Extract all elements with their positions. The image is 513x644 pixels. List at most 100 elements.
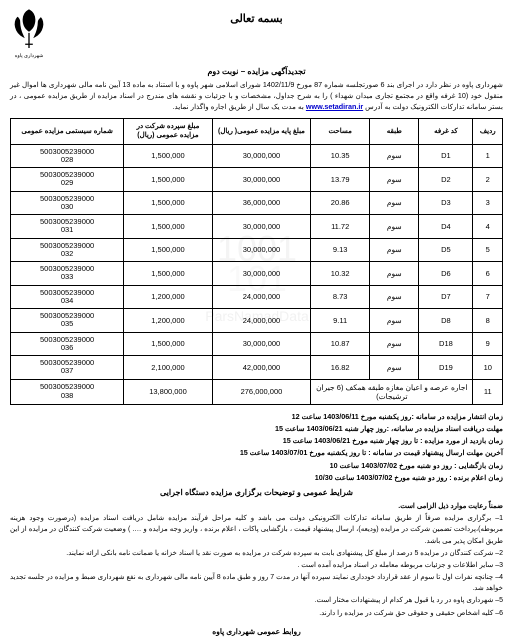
cell-sys: 5003005239000033 — [11, 262, 124, 286]
cell-base: 30,000,000 — [212, 262, 310, 286]
cell-sys: 5003005239000035 — [11, 309, 124, 333]
table-row: 9D18سوم10.8730,000,0001,500,000500300523… — [11, 332, 503, 356]
cell-floor: سوم — [370, 309, 419, 333]
cell-floor: سوم — [370, 285, 419, 309]
cell-code: D18 — [419, 332, 473, 356]
th-deposit: مبلغ سپرده شرکت در مزایده عمومی (ریال) — [124, 119, 213, 144]
condition-item: 3– سایر اطلاعات و جزئیات مربوطه معامله د… — [10, 560, 503, 571]
cell-n: 11 — [473, 379, 503, 404]
cell-n: 10 — [473, 356, 503, 380]
condition-item: 6– کلیه اشخاص حقیقی و حقوقی حق شرکت در م… — [10, 608, 503, 619]
cell-dep: 2,100,000 — [124, 356, 213, 380]
table-row: 5D5سوم9.1330,000,0001,500,00050030052390… — [11, 238, 503, 262]
cell-area: 8.73 — [311, 285, 370, 309]
cell-base: 30,000,000 — [212, 215, 310, 239]
logo-caption: شهرداری پاوه — [10, 53, 48, 59]
cell-floor: سوم — [370, 262, 419, 286]
table-row: 4D4سوم11.7230,000,0001,500,0005003005239… — [11, 215, 503, 239]
table-row: 8D8سوم9.1124,000,0001,200,00050030052390… — [11, 309, 503, 333]
timeline-line: مهلت دریافت اسناد مزایده در سامانه، :روز… — [10, 423, 503, 435]
cell-area: 16.82 — [311, 356, 370, 380]
cell-sys: 5003005239000037 — [11, 356, 124, 380]
timeline-block: زمان انتشار مزایده در سامانه :روز یکشنبه… — [10, 411, 503, 484]
cell-dep: 1,200,000 — [124, 309, 213, 333]
cell-floor: سوم — [370, 238, 419, 262]
cell-base: 30,000,000 — [212, 144, 310, 168]
cell-base: 276,000,000 — [212, 379, 310, 404]
cell-code: D7 — [419, 285, 473, 309]
condition-item: 5– شهرداری پاوه در رد یا قبول هر کدام از… — [10, 595, 503, 606]
cell-dep: 1,500,000 — [124, 168, 213, 192]
cell-dep: 1,500,000 — [124, 191, 213, 215]
cell-sys: 5003005239000029 — [11, 168, 124, 192]
table-row: 7D7سوم8.7324,000,0001,200,00050030052390… — [11, 285, 503, 309]
table-row: 1D1سوم10.3530,000,0001,500,0005003005239… — [11, 144, 503, 168]
condition-item: 2– شرکت کنندگان در مزایده 5 درصد از مبلغ… — [10, 548, 503, 559]
th-area: مساحت — [311, 119, 370, 144]
cell-base: 30,000,000 — [212, 332, 310, 356]
cell-dep: 1,500,000 — [124, 144, 213, 168]
cell-code: D3 — [419, 191, 473, 215]
cell-area: 13.79 — [311, 168, 370, 192]
cell-floor: سوم — [370, 144, 419, 168]
cell-code: D5 — [419, 238, 473, 262]
cell-floor: سوم — [370, 191, 419, 215]
table-row: 3D3سوم20.8636,000,0001,500,0005003005239… — [11, 191, 503, 215]
document-content: بسمه تعالی شهرداری پاوه تجدیدآگهی مزایده… — [0, 0, 513, 644]
cell-n: 1 — [473, 144, 503, 168]
cell-dep: 13,800,000 — [124, 379, 213, 404]
cell-code: D6 — [419, 262, 473, 286]
intro-paragraph: شهرداری پاوه در نظر دارد در اجرای بند 6 … — [10, 80, 503, 112]
cell-sys: 5003005239000028 — [11, 144, 124, 168]
cell-code: D2 — [419, 168, 473, 192]
cell-n: 3 — [473, 191, 503, 215]
cell-n: 9 — [473, 332, 503, 356]
table-row: 6D6سوم10.3230,000,0001,500,0005003005239… — [11, 262, 503, 286]
footer: روابط عمومی شهرداری پاوه — [10, 627, 503, 636]
cell-sys: 5003005239000031 — [11, 215, 124, 239]
cell-dep: 1,500,000 — [124, 215, 213, 239]
header-row: بسمه تعالی شهرداری پاوه — [10, 8, 503, 59]
timeline-line: آخرین مهلت ارسال پیشنهاد قیمت در سامانه … — [10, 447, 503, 459]
condition-item: 4– چنانچه نفرات اول تا سوم از عقد قراردا… — [10, 572, 503, 594]
cell-floor: سوم — [370, 168, 419, 192]
cell-n: 8 — [473, 309, 503, 333]
th-row: ردیف — [473, 119, 503, 144]
table-header-row: ردیف کد غرفه طبقه مساحت مبلغ پایه مزایده… — [11, 119, 503, 144]
cell-base: 24,000,000 — [212, 309, 310, 333]
timeline-line: زمان بازگشایی : روز دو شنبه مورخ 1403/07… — [10, 460, 503, 472]
cell-base: 30,000,000 — [212, 168, 310, 192]
table-row: 11اجاره عرصه و اعیان مغازه طبقه همکف (6 … — [11, 379, 503, 404]
timeline-line: زمان انتشار مزایده در سامانه :روز یکشنبه… — [10, 411, 503, 423]
subtitle: تجدیدآگهی مزایده – نوبت دوم — [10, 67, 503, 76]
cell-dep: 1,500,000 — [124, 238, 213, 262]
setadiran-link[interactable]: www.setadiran.ir — [306, 102, 363, 111]
cell-code: D4 — [419, 215, 473, 239]
cell-n: 5 — [473, 238, 503, 262]
th-sys: شماره سیستمی مزایده عمومی — [11, 119, 124, 144]
logo-block: شهرداری پاوه — [10, 8, 48, 59]
intro-tail: به مدت یک سال از طریق اجاره واگذار نماید… — [173, 102, 304, 111]
cell-desc: اجاره عرصه و اعیان مغازه طبقه همکف (6 جی… — [311, 379, 473, 404]
cell-sys: 5003005239000032 — [11, 238, 124, 262]
cell-sys: 5003005239000030 — [11, 191, 124, 215]
cell-dep: 1,200,000 — [124, 285, 213, 309]
cell-area: 11.72 — [311, 215, 370, 239]
th-floor: طبقه — [370, 119, 419, 144]
th-code: کد غرفه — [419, 119, 473, 144]
cell-area: 10.87 — [311, 332, 370, 356]
cell-code: D1 — [419, 144, 473, 168]
conditions-block: ضمناً رعایت موارد ذیل الزامی است. 1– برگ… — [10, 501, 503, 619]
cell-dep: 1,500,000 — [124, 332, 213, 356]
cell-base: 24,000,000 — [212, 285, 310, 309]
cell-dep: 1,500,000 — [124, 262, 213, 286]
th-base: مبلغ پایه مزایده عمومی( ریال) — [212, 119, 310, 144]
cell-area: 10.35 — [311, 144, 370, 168]
cell-n: 2 — [473, 168, 503, 192]
condition-item: 1– برگزاری مزایده صرفاً از طریق سامانه ت… — [10, 513, 503, 547]
cell-floor: سوم — [370, 356, 419, 380]
cell-area: 10.32 — [311, 262, 370, 286]
section-sub: ضمناً رعایت موارد ذیل الزامی است. — [10, 501, 503, 512]
cell-area: 9.13 — [311, 238, 370, 262]
cell-floor: سوم — [370, 332, 419, 356]
